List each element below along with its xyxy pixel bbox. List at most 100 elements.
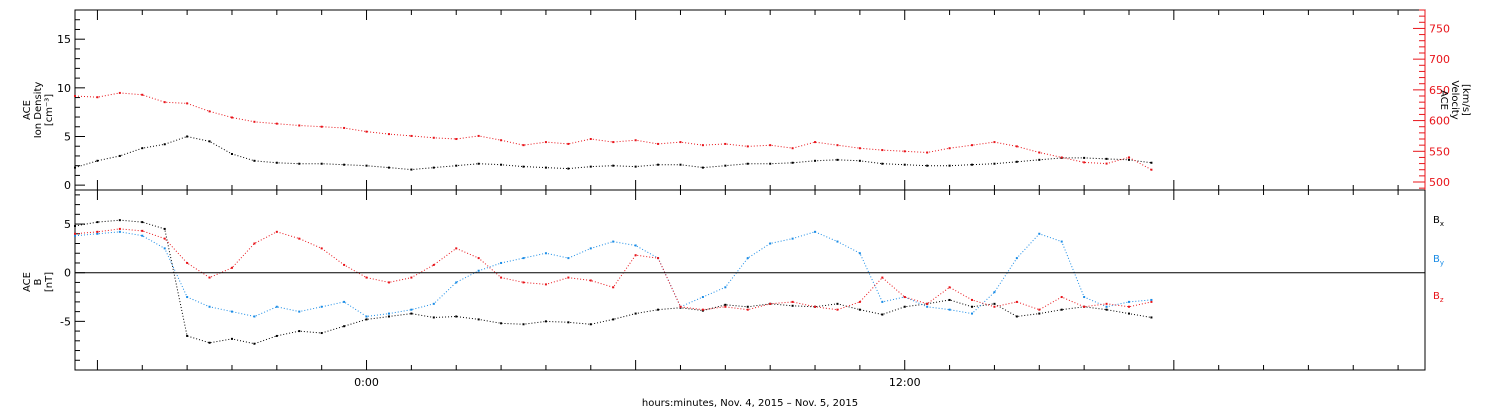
top-left-tick-label: 10 [57, 82, 71, 95]
bz-point [746, 308, 749, 311]
density-point [836, 158, 839, 161]
bx-point [298, 330, 301, 333]
bz-point [858, 300, 861, 303]
by-point [230, 310, 233, 313]
bz-point [1150, 300, 1153, 303]
density-point [118, 154, 121, 157]
density-point [612, 164, 615, 167]
velocity-point [365, 130, 368, 133]
density-point [477, 162, 480, 165]
density-point [275, 161, 278, 164]
bx-point [500, 322, 503, 325]
velocity-point [679, 141, 682, 144]
bz-point [657, 257, 660, 260]
velocity-point [701, 144, 704, 147]
velocity-point [96, 96, 99, 99]
velocity-point [208, 110, 211, 113]
top-right-ylabel-line2: Velocity [1449, 80, 1460, 119]
by-point [74, 234, 76, 237]
velocity-point [163, 101, 166, 104]
density-point [74, 166, 76, 169]
bz-point [96, 230, 99, 233]
bz-point [253, 242, 256, 245]
by-point [455, 281, 458, 284]
density-point [971, 163, 974, 166]
by-point [612, 240, 615, 243]
by-point [814, 230, 817, 233]
bz-point [791, 300, 794, 303]
bz-point [387, 281, 390, 284]
bx-point [1060, 308, 1063, 311]
velocity-point [1038, 151, 1041, 154]
velocity-point [1150, 168, 1153, 171]
svg-text:Bx: Bx [1433, 215, 1444, 228]
by-point [96, 232, 99, 235]
velocity-point [141, 93, 144, 96]
bx-point [567, 321, 570, 324]
by-point [365, 315, 368, 318]
density-point [1105, 157, 1108, 160]
velocity-point [724, 142, 727, 145]
by-point [948, 308, 951, 311]
velocity-point [320, 125, 323, 128]
by-point [567, 257, 570, 260]
legend-by-label: B [1433, 254, 1440, 265]
velocity-point [500, 139, 503, 142]
bx-point [993, 302, 996, 305]
density-point [522, 165, 525, 168]
bz-point [881, 276, 884, 279]
velocity-point [634, 139, 637, 142]
bx-point [1015, 315, 1018, 318]
top-right-tick-label: 650 [1429, 84, 1450, 97]
top-right-ylabel-line3: [km/s] [1460, 84, 1471, 116]
by-point [343, 300, 346, 303]
top-left-ylabel-line1: ACE [22, 100, 33, 120]
velocity-point [186, 102, 189, 105]
velocity-trace [74, 92, 1152, 171]
bz-point [679, 305, 682, 308]
bx-point [657, 308, 660, 311]
svg-text:By: By [1433, 254, 1444, 267]
density-point [455, 164, 458, 167]
by-point [993, 291, 996, 294]
velocity-point [1127, 156, 1130, 159]
bx-point [858, 308, 861, 311]
top-right-tick-label: 750 [1429, 22, 1450, 35]
bz-point [1127, 305, 1130, 308]
density-point [163, 143, 166, 146]
bz-point [971, 298, 974, 301]
top-left-tick-label: 5 [64, 130, 71, 143]
top-left-ylabel-line3: [cm⁻³] [44, 94, 55, 126]
bx-point [365, 318, 368, 321]
bz-point [320, 247, 323, 250]
bz-point [634, 254, 637, 257]
velocity-point [612, 141, 615, 144]
density-point [926, 164, 929, 167]
velocity-point [477, 134, 480, 137]
density-point [410, 168, 413, 171]
velocity-point [567, 142, 570, 145]
bottom-left-tick-label: 0 [64, 267, 71, 280]
bz-point [724, 305, 727, 308]
bz-point [522, 281, 525, 284]
by-point [522, 257, 525, 260]
bz-point [1015, 300, 1018, 303]
bz-point [141, 229, 144, 232]
density-point [1015, 160, 1018, 163]
density-point [1150, 161, 1153, 164]
bottom-left-ylabel-line1: ACE [22, 272, 33, 292]
by-trace [74, 231, 1152, 318]
by-point [858, 252, 861, 255]
bx-point [275, 334, 278, 337]
bx-point [186, 334, 189, 337]
velocity-point [903, 150, 906, 153]
bz-point [1083, 305, 1086, 308]
top-right-tick-label: 500 [1429, 176, 1450, 189]
by-point [320, 305, 323, 308]
top-right-ylabel-line1: ACE [1438, 90, 1449, 110]
density-point [343, 163, 346, 166]
top-left-tick-label: 15 [57, 33, 71, 46]
velocity-point [814, 141, 817, 144]
velocity-point [1015, 145, 1018, 148]
